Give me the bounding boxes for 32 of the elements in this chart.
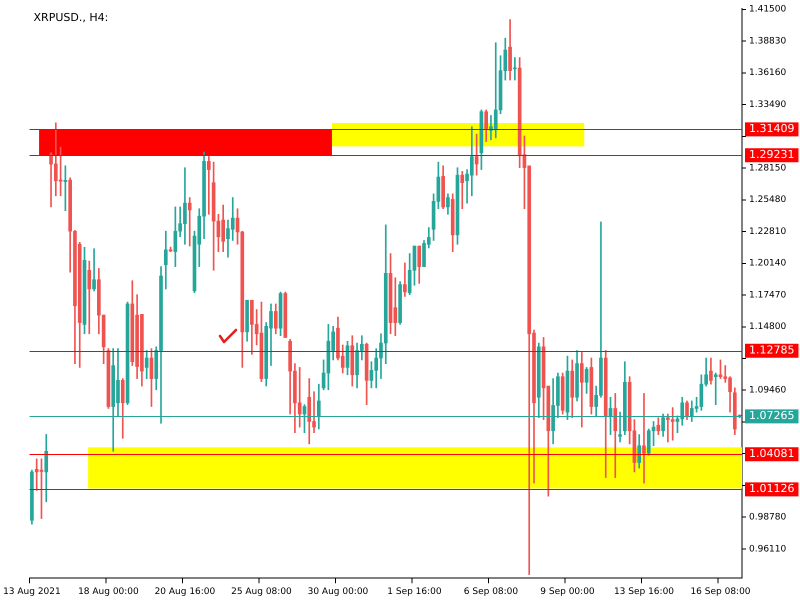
y-tick-label: 1.33490: [749, 100, 786, 110]
ref-line-label: 1.29231: [749, 148, 794, 162]
ref-line-label: 1.31409: [749, 122, 794, 136]
y-tick-label: 1.41500: [749, 4, 786, 15]
y-tick-label: 0.96110: [749, 544, 786, 554]
x-tick-label: 9 Sep 00:00: [540, 586, 595, 597]
x-tick-label: 13 Aug 2021: [3, 586, 61, 597]
ref-line-label: 1.04081: [749, 447, 794, 460]
x-tick-label: 18 Aug 00:00: [78, 586, 140, 597]
x-tick-label: 30 Aug 00:00: [308, 586, 369, 597]
y-tick-label: 1.14800: [749, 322, 786, 332]
y-tick-label: 1.17470: [749, 290, 786, 300]
ref-line-label: 1.12785: [749, 344, 794, 357]
y-tick-label: 1.38830: [749, 36, 786, 46]
ref-line-label: 1.01126: [749, 482, 794, 496]
x-tick-label: 20 Aug 16:00: [154, 586, 216, 597]
y-tick-label: 1.25480: [749, 195, 786, 206]
x-tick-label: 1 Sep 16:00: [387, 586, 442, 597]
y-tick-label: 0.98780: [749, 512, 786, 523]
candlestick: [92, 248, 96, 292]
y-tick-label: 1.20140: [749, 258, 786, 269]
y-tick-label: 1.22810: [749, 226, 786, 237]
x-tick-label: 25 Aug 08:00: [231, 586, 292, 597]
chart-title: XRPUSD., H4:: [34, 10, 108, 24]
x-tick-label: 13 Sep 16:00: [614, 586, 674, 597]
y-tick-label: 1.28150: [749, 163, 786, 174]
x-tick-label: 16 Sep 08:00: [690, 586, 751, 597]
x-tick-label: 6 Sep 08:00: [464, 586, 518, 597]
candlestick: [642, 393, 646, 484]
ref-line-label: 1.07265: [749, 409, 794, 422]
y-tick-label: 1.36160: [749, 68, 786, 78]
y-tick-label: 1.09460: [749, 386, 786, 396]
